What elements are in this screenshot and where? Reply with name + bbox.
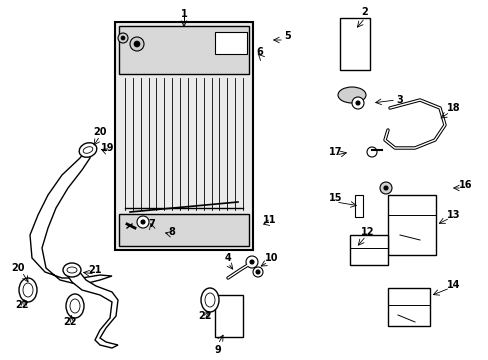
Circle shape	[245, 256, 258, 268]
Text: 5: 5	[284, 31, 291, 41]
Text: 12: 12	[361, 227, 374, 237]
Bar	[387, 288, 429, 326]
Text: 17: 17	[328, 147, 342, 157]
Ellipse shape	[70, 299, 80, 313]
Text: 13: 13	[447, 210, 460, 220]
Text: 3: 3	[396, 95, 403, 105]
Ellipse shape	[204, 293, 215, 307]
Bar	[349, 235, 387, 265]
Circle shape	[256, 270, 260, 274]
Ellipse shape	[337, 87, 365, 103]
Text: 20: 20	[11, 263, 25, 273]
Ellipse shape	[63, 263, 81, 277]
Circle shape	[121, 36, 125, 40]
Ellipse shape	[19, 278, 37, 302]
Ellipse shape	[201, 288, 219, 312]
Text: 18: 18	[446, 103, 460, 113]
Text: 2: 2	[361, 7, 367, 17]
Circle shape	[366, 147, 376, 157]
Circle shape	[118, 33, 128, 43]
Ellipse shape	[83, 147, 93, 153]
Circle shape	[134, 41, 140, 47]
Text: 9: 9	[214, 345, 221, 355]
Text: 22: 22	[15, 300, 29, 310]
Circle shape	[383, 186, 387, 190]
Text: 10: 10	[264, 253, 278, 263]
Polygon shape	[65, 270, 118, 348]
Text: 16: 16	[458, 180, 472, 190]
Bar	[215, 32, 246, 54]
Text: 21: 21	[88, 265, 102, 275]
Text: 4: 4	[224, 253, 231, 263]
Text: 8: 8	[168, 227, 175, 237]
Text: 19: 19	[101, 143, 115, 153]
Circle shape	[130, 37, 143, 51]
Text: 15: 15	[328, 193, 342, 203]
Ellipse shape	[79, 143, 97, 157]
Circle shape	[379, 182, 391, 194]
Circle shape	[141, 220, 145, 224]
Circle shape	[355, 101, 359, 105]
Circle shape	[137, 216, 149, 228]
Text: 22: 22	[63, 317, 77, 327]
Circle shape	[249, 260, 253, 264]
Circle shape	[351, 97, 363, 109]
Circle shape	[252, 267, 263, 277]
Ellipse shape	[67, 267, 77, 273]
Bar	[119, 214, 248, 246]
Text: 20: 20	[93, 127, 106, 137]
Ellipse shape	[66, 294, 84, 318]
Bar	[119, 26, 248, 74]
Text: 11: 11	[263, 215, 276, 225]
Text: 14: 14	[447, 280, 460, 290]
Text: 22: 22	[198, 311, 211, 321]
Text: 7: 7	[148, 219, 155, 229]
Bar	[354, 195, 362, 217]
Text: 6: 6	[256, 47, 263, 57]
Ellipse shape	[23, 283, 33, 297]
Bar	[339, 18, 369, 70]
Polygon shape	[30, 145, 112, 285]
Bar	[387, 195, 435, 255]
Bar	[115, 22, 252, 250]
Bar	[215, 295, 243, 337]
Text: 1: 1	[180, 9, 187, 19]
